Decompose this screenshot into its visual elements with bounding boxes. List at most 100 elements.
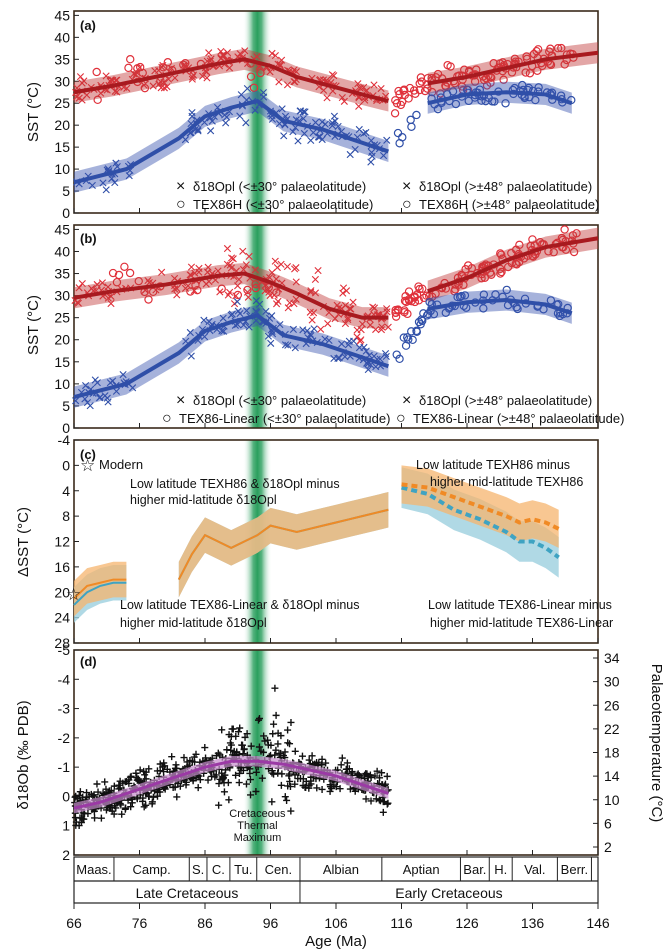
- data-point-circle: [560, 60, 569, 69]
- panel-a-ylabel: SST (°C): [25, 82, 42, 142]
- data-point-circle: [525, 69, 535, 78]
- data-point-plus: [272, 711, 280, 719]
- data-point-plus: [373, 767, 381, 775]
- data-point-plus: [176, 782, 184, 790]
- data-point-circle: [390, 109, 400, 118]
- data-point-cross: [340, 97, 348, 105]
- data-point-plus: [286, 777, 294, 785]
- data-point-plus: [379, 798, 387, 806]
- data-point-plus: [287, 718, 295, 726]
- data-point-plus: [208, 772, 216, 780]
- y-tick-label: -4: [58, 671, 71, 687]
- data-point-plus: [372, 795, 380, 803]
- data-point-cross: [273, 263, 281, 272]
- data-point-cross: [73, 298, 82, 306]
- y-tick-label: 1: [62, 818, 70, 834]
- data-point-plus: [76, 788, 84, 796]
- data-point-circle: [256, 68, 265, 78]
- data-point-cross: [338, 340, 346, 348]
- data-point-circle: [402, 297, 411, 307]
- data-point-circle: [144, 295, 153, 304]
- data-point-cross: [224, 291, 232, 299]
- data-point-cross: [268, 49, 276, 57]
- data-point-cross: [276, 320, 284, 329]
- data-point-cross: [72, 397, 80, 405]
- y-right-tick-label: 26: [604, 697, 620, 713]
- data-point-plus: [168, 753, 176, 761]
- data-point-plus: [271, 684, 279, 692]
- data-point-circle: [126, 55, 135, 64]
- data-point-cross: [186, 271, 194, 279]
- data-point-plus: [194, 784, 202, 792]
- data-point-circle: [393, 128, 403, 138]
- data-point-plus: [122, 804, 130, 812]
- y-tick-label: 0: [62, 420, 70, 436]
- data-point-plus: [270, 720, 278, 728]
- y-right-tick-label: 18: [604, 745, 620, 761]
- modern-star-icon: ☆: [80, 456, 95, 475]
- data-point-cross: [321, 335, 329, 343]
- data-point-cross: [353, 333, 361, 341]
- data-point-cross: [272, 275, 280, 283]
- panel-d-tag: (d): [80, 654, 97, 669]
- data-point-plus: [204, 776, 212, 784]
- data-point-plus: [260, 732, 268, 740]
- trend-band: [427, 81, 572, 114]
- y-tick-label: 35: [54, 266, 70, 282]
- data-point-circle: [455, 292, 465, 302]
- data-point-cross: [299, 108, 308, 116]
- data-point-circle: [92, 67, 101, 77]
- data-point-circle: [251, 280, 260, 289]
- data-point-circle: [479, 304, 488, 313]
- trend-band: [427, 289, 572, 324]
- data-point-cross: [292, 278, 300, 286]
- data-point-plus: [125, 779, 133, 787]
- data-point-plus: [145, 765, 153, 773]
- data-point-cross: [158, 268, 166, 276]
- data-point-cross: [308, 316, 316, 324]
- epoch-label: Late Cretaceous: [136, 885, 239, 901]
- data-point-cross: [222, 119, 230, 127]
- data-point-cross: [86, 402, 94, 410]
- y-right-tick-label: 22: [604, 721, 620, 737]
- data-point-circle: [497, 267, 506, 277]
- data-point-cross: [113, 88, 121, 96]
- y-tick-label: 25: [54, 310, 70, 326]
- data-point-cross: [223, 244, 232, 253]
- data-point-cross: [318, 135, 326, 144]
- data-point-cross: [307, 288, 315, 296]
- data-point-cross: [171, 285, 179, 293]
- data-point-circle: [251, 283, 260, 293]
- data-point-cross: [294, 137, 302, 145]
- data-point-cross: [344, 341, 352, 349]
- data-point-plus: [313, 784, 321, 792]
- legend-marker: ○: [396, 410, 406, 427]
- data-point-cross: [259, 88, 267, 97]
- panel-d-ylabel: δ18Ob (‰ PDB): [15, 700, 32, 809]
- legend-marker: ○: [176, 196, 186, 213]
- data-point-cross: [111, 87, 119, 95]
- data-point-cross: [123, 84, 131, 92]
- data-point-plus: [270, 770, 278, 778]
- data-point-plus: [281, 793, 289, 801]
- data-point-plus: [367, 774, 375, 782]
- y-right-tick-label: 34: [604, 650, 620, 666]
- data-point-cross: [204, 263, 212, 271]
- data-point-circle: [513, 304, 522, 314]
- orange-line: [177, 508, 389, 581]
- data-point-plus: [268, 769, 276, 777]
- stage-label: Cen.: [265, 862, 292, 877]
- data-point-plus: [145, 792, 153, 800]
- y-tick-label: 0: [62, 205, 70, 221]
- data-point-circle: [407, 122, 416, 131]
- data-point-circle: [134, 276, 143, 286]
- data-point-cross: [203, 68, 211, 76]
- data-point-plus: [252, 768, 260, 776]
- data-point-plus: [284, 782, 292, 790]
- data-point-cross: [331, 315, 339, 323]
- data-point-cross: [278, 105, 286, 113]
- legend-entry: TEX86H (<±30° palaeolatitude): [193, 197, 373, 212]
- data-point-cross: [360, 129, 368, 138]
- data-point-plus: [171, 783, 179, 791]
- data-point-circle: [568, 231, 578, 240]
